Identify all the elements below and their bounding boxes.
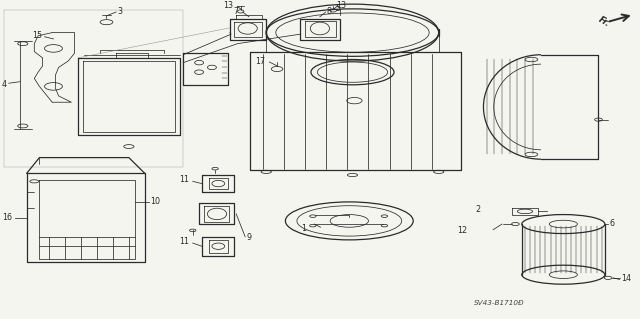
Text: 15: 15 — [32, 31, 42, 40]
Text: 3: 3 — [117, 7, 122, 16]
Text: 11: 11 — [180, 175, 189, 184]
Text: 11: 11 — [180, 237, 189, 246]
Text: 7: 7 — [234, 7, 239, 16]
Text: 1: 1 — [301, 224, 307, 233]
Text: 13: 13 — [223, 1, 234, 10]
Text: Fr.: Fr. — [596, 15, 611, 29]
Text: 5: 5 — [336, 4, 341, 13]
Text: 13: 13 — [336, 1, 346, 10]
Text: 8: 8 — [327, 7, 332, 16]
Text: 17: 17 — [255, 56, 266, 66]
Text: 2: 2 — [475, 205, 480, 214]
Text: 6: 6 — [610, 219, 615, 228]
Text: 14: 14 — [621, 274, 631, 283]
Text: 4: 4 — [1, 80, 6, 89]
Text: 9: 9 — [246, 233, 252, 242]
Text: 10: 10 — [150, 197, 161, 206]
Text: 12: 12 — [458, 226, 467, 235]
Text: SV43-B1710Ð: SV43-B1710Ð — [474, 300, 525, 306]
Text: 16: 16 — [3, 212, 13, 222]
